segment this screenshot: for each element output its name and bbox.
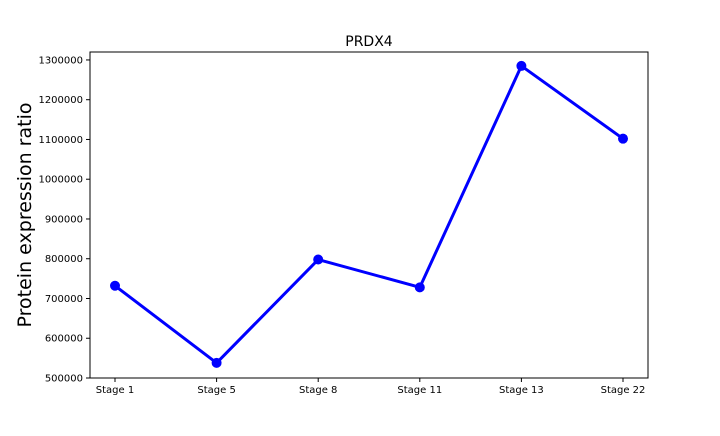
y-tick-label: 500000 [45, 374, 83, 385]
y-tick-label: 900000 [45, 214, 83, 225]
data-point [211, 357, 222, 368]
chart-title: PRDX4 [345, 34, 393, 50]
y-tick-label: 1000000 [38, 175, 83, 186]
y-tick-label: 800000 [45, 254, 83, 265]
data-point [516, 60, 527, 71]
x-tick-label: Stage 5 [197, 385, 235, 396]
y-tick-label: 600000 [45, 334, 83, 345]
x-tick-label: Stage 11 [397, 385, 442, 396]
data-point [313, 254, 324, 265]
x-tick-label: Stage 1 [96, 385, 134, 396]
y-axis-ticks: 500000 600000 700000 800000 900000 1000000 110… [38, 55, 90, 385]
x-axis-ticks: Stage 1 Stage 5 Stage 8 Stage 11 Stage 13 Sta… [96, 378, 646, 396]
y-tick-label: 1100000 [38, 135, 83, 146]
y-tick-label: 700000 [45, 294, 83, 305]
x-tick-label: Stage 8 [299, 385, 337, 396]
data-point [414, 282, 425, 293]
series-line [113, 64, 625, 365]
x-tick-label: Stage 13 [499, 385, 544, 396]
y-tick-label: 1200000 [38, 95, 83, 106]
data-point [618, 133, 628, 144]
series-layer [110, 60, 628, 368]
x-tick-label: Stage 22 [601, 385, 646, 396]
y-axis-label: Protein expression ratio [14, 103, 36, 328]
plot-frame [89, 51, 649, 379]
y-tick-label: 1300000 [38, 55, 83, 66]
data-point [110, 280, 120, 291]
